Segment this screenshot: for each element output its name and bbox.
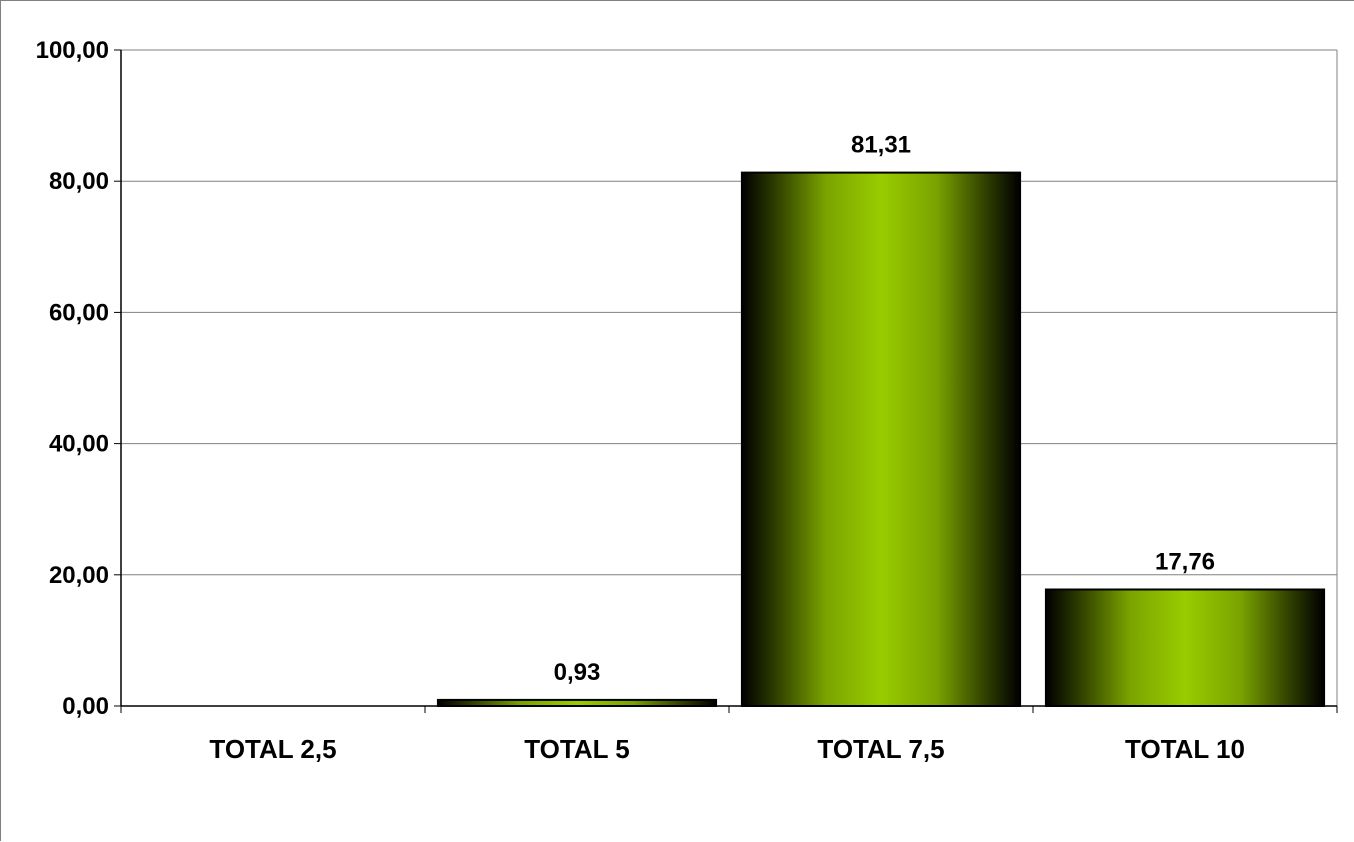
labels: 0,00 20,00 40,00 60,00 80,00 100,00 TOTAL 2,5 T… bbox=[36, 37, 1245, 764]
data-label: 0,93 bbox=[554, 659, 601, 686]
bar bbox=[1044, 588, 1326, 707]
y-tick-label: 60,00 bbox=[49, 299, 109, 326]
y-tick-label: 20,00 bbox=[49, 562, 109, 589]
y-tick-label: 0,00 bbox=[62, 693, 109, 720]
gridlines bbox=[121, 49, 1338, 706]
data-label: 17,76 bbox=[1155, 548, 1215, 575]
y-tick-label: 40,00 bbox=[49, 431, 109, 458]
x-tick-label: TOTAL 2,5 bbox=[209, 734, 336, 764]
x-tick-label: TOTAL 10 bbox=[1125, 734, 1245, 764]
x-tick-label: TOTAL 5 bbox=[524, 734, 629, 764]
bar bbox=[740, 171, 1022, 708]
x-tick-label: TOTAL 7,5 bbox=[817, 734, 944, 764]
bars bbox=[436, 171, 1326, 708]
y-tick-label: 100,00 bbox=[36, 37, 109, 64]
bar bbox=[436, 698, 718, 707]
y-tick-label: 80,00 bbox=[49, 168, 109, 195]
data-label: 81,31 bbox=[851, 132, 911, 159]
